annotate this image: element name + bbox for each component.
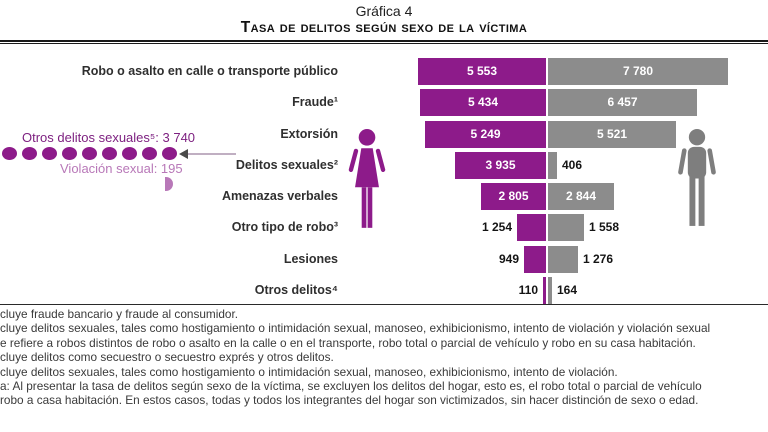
annotation-sexual-violation: Violación sexual: 195 bbox=[60, 161, 183, 176]
bar-men bbox=[548, 276, 552, 304]
leader-dot bbox=[142, 147, 157, 160]
footnote-note-line-2: robo a casa habitación. En estos casos, … bbox=[0, 393, 699, 408]
category-label: Otros delitos⁴ bbox=[254, 282, 338, 297]
bar-women: 2 805 bbox=[481, 183, 546, 210]
value-label-women: 110 bbox=[518, 282, 538, 297]
footnote-3: e refiere a robos distintos de robo o as… bbox=[0, 335, 696, 350]
leader-dot bbox=[42, 147, 57, 160]
chart-main-title: Tasa de delitos según sexo de la víctima bbox=[240, 19, 528, 36]
footnote-note-line-1: a: Al presentar la tasa de delitos según… bbox=[0, 379, 702, 394]
footnote-2: cluye delitos sexuales, tales como hosti… bbox=[0, 321, 711, 336]
bar-women bbox=[517, 214, 546, 242]
category-label: Robo o asalto en calle o transporte públ… bbox=[81, 64, 338, 78]
annotation-half-dot bbox=[165, 177, 173, 191]
leader-dot bbox=[122, 147, 137, 160]
leader-dot bbox=[102, 147, 117, 160]
chart-number-title: Gráfica 4 bbox=[355, 3, 413, 19]
bar-men bbox=[548, 214, 584, 242]
footnote-1: cluye fraude bancario y fraude al consum… bbox=[0, 307, 239, 321]
value-label-women: 949 bbox=[498, 251, 519, 266]
value-label-women: 1 254 bbox=[481, 220, 512, 235]
bar-women: 5 553 bbox=[418, 58, 546, 85]
bar-women bbox=[524, 245, 546, 273]
annotation-other-sex-crimes: Otros delitos sexuales⁵: 3 740 bbox=[22, 130, 196, 145]
man-icon bbox=[678, 129, 716, 226]
footnote-divider-rule bbox=[0, 304, 768, 305]
annotation-arrow-head-icon bbox=[179, 149, 188, 159]
bar-men bbox=[548, 245, 578, 273]
title-divider-rule bbox=[0, 40, 768, 44]
leader-dot bbox=[22, 147, 37, 160]
category-label: Lesiones bbox=[283, 251, 338, 266]
value-label-men: 1 276 bbox=[583, 251, 614, 266]
bar-women: 5 434 bbox=[420, 89, 546, 117]
footnotes-block: cluye fraude bancario y fraude al consum… bbox=[0, 307, 768, 408]
leader-dot bbox=[162, 147, 177, 160]
leader-dot bbox=[82, 147, 97, 160]
footnote-4: cluye delitos como secuestro o secuestro… bbox=[0, 350, 334, 365]
bar-women: 3 935 bbox=[455, 151, 546, 179]
value-label-men: 406 bbox=[562, 157, 583, 172]
value-label-men: 164 bbox=[557, 282, 578, 297]
footnote-5: cluye delitos sexuales, tales como hosti… bbox=[0, 364, 618, 379]
bar-men bbox=[548, 151, 557, 179]
annotation-dot-leader bbox=[2, 147, 182, 165]
leader-dot bbox=[2, 147, 17, 160]
category-label: Extorsión bbox=[280, 126, 338, 141]
bar-men: 6 457 bbox=[548, 89, 697, 117]
value-label-men: 1 558 bbox=[589, 220, 620, 235]
category-label: Delitos sexuales² bbox=[235, 157, 338, 172]
woman-icon bbox=[348, 129, 386, 228]
bar-women bbox=[543, 276, 546, 304]
leader-dot bbox=[62, 147, 77, 160]
annotation-arrow-line bbox=[188, 153, 236, 155]
bar-women: 5 249 bbox=[425, 120, 546, 148]
bar-men: 2 844 bbox=[548, 183, 614, 210]
category-label: Otro tipo de robo³ bbox=[231, 220, 338, 235]
category-label: Amenazas verbales bbox=[221, 189, 338, 203]
bar-men: 7 780 bbox=[548, 58, 728, 85]
category-label: Fraude¹ bbox=[292, 95, 338, 110]
bar-men: 5 521 bbox=[548, 120, 676, 148]
